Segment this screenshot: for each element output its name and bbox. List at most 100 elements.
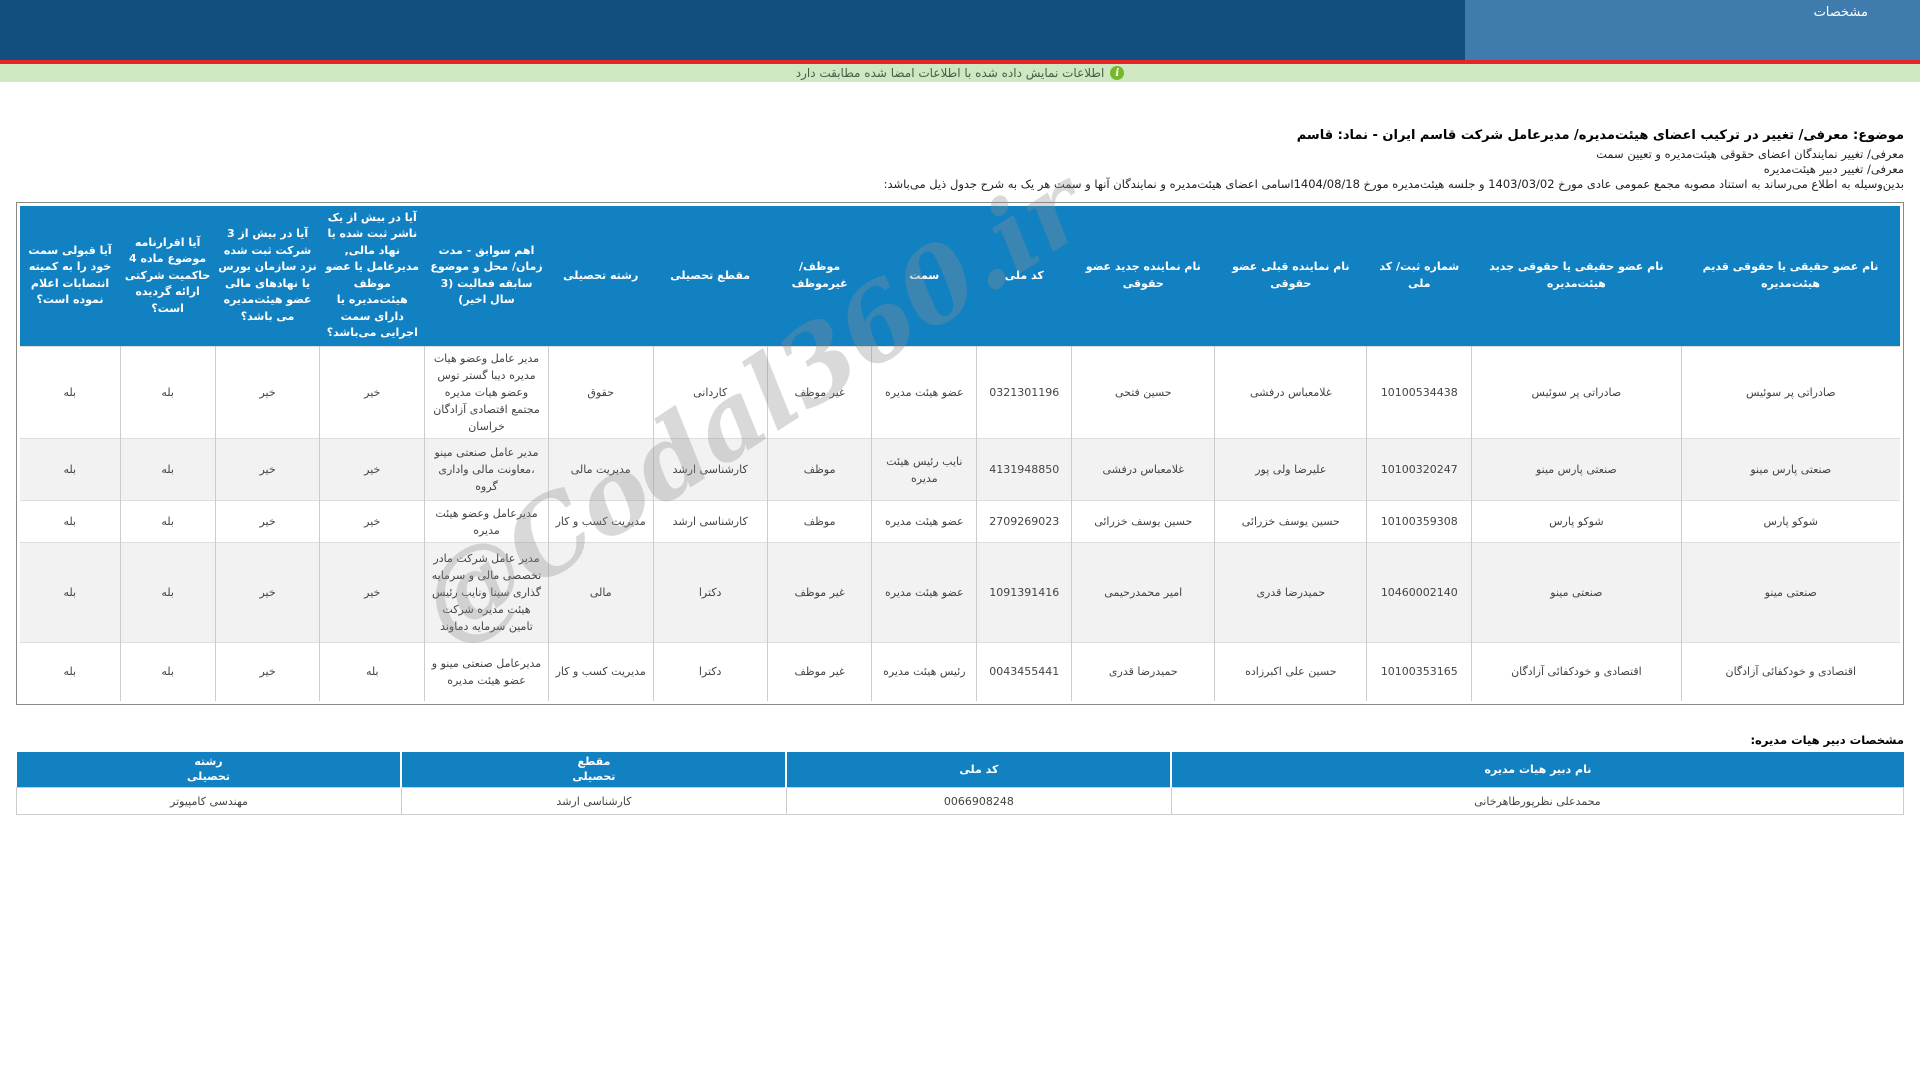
col-header-old-member: نام عضو حقیقی یا حقوقی قدیم هیئت‌مدیره [1681, 205, 1900, 347]
cell-field: مدیریت مالی [547, 438, 654, 501]
cell-field: مالی [547, 542, 654, 643]
col-header-position: سمت [871, 205, 977, 347]
table-row: صنعتی مینو صنعتی مینو 10460002140 حمیدرض… [20, 542, 1900, 643]
col-header-field: رشته تحصیلی [548, 205, 654, 347]
cell-new-member: صادراتی پر سوئیس [1471, 345, 1682, 439]
col-header-new-representative: نام نماینده جدید عضو حقوقی [1071, 205, 1215, 347]
cell-position: عضو هیئت مدیره [871, 345, 977, 439]
signature-match-notice: i اطلاعات نمایش داده شده با اطلاعات امضا… [0, 64, 1920, 82]
cell-executive-status: موظف [766, 438, 872, 501]
cell-acceptance: بله [20, 642, 121, 701]
cell-background: مدیرعامل وعضو هیئت مدیره [424, 500, 549, 543]
col-header-national-id: کد ملی [976, 205, 1072, 347]
col-header-acceptance: آیا قبولی سمت خود را به کمیته انتصابات ا… [20, 205, 121, 347]
cell-prev-representative: حسین یوسف خزرائی [1214, 500, 1367, 543]
table-row: محمدعلی نظرپورطاهرخانی 0066908248 کارشنا… [16, 787, 1905, 816]
col-header-secretary-field: رشته تحصیلی [16, 751, 402, 788]
cell-affidavit: بله [119, 438, 216, 501]
table-row: شوکو پارس شوکو پارس 10100359308 حسین یوس… [20, 500, 1900, 543]
board-members-table: نام عضو حقیقی یا حقوقی قدیم هیئت‌مدیره ن… [20, 205, 1900, 701]
table-row: اقتصادی و خودکفائی آزادگان اقتصادی و خود… [20, 642, 1900, 701]
cell-acceptance: بله [20, 438, 121, 501]
cell-background: مدیر عامل صنعتی مینو ،معاونت مالی واداری… [424, 438, 549, 501]
cell-national-id: 2709269023 [976, 500, 1072, 543]
secretary-table: نام دبیر هیات مدیره کد ملی مقطع تحصیلی ر… [16, 751, 1905, 816]
cell-secretary-name: محمدعلی نظرپورطاهرخانی [1170, 787, 1905, 816]
col-header-reg-number: شماره ثبت/ کد ملی [1366, 205, 1472, 347]
cell-prev-representative: حمیدرضا قدری [1214, 542, 1367, 643]
red-divider [0, 60, 1920, 64]
col-header-affidavit: آیا اقرارنامه موضوع ماده 4 حاکمیت شرکتی … [120, 205, 216, 347]
cell-multi-issuer: بله [319, 642, 425, 701]
cell-field: مدیریت کسب و کار [547, 500, 654, 543]
col-header-background: اهم سوابق - مدت زمان/ محل و موضوع سابقه … [424, 205, 549, 347]
cell-national-id: 1091391416 [976, 542, 1072, 643]
cell-position: نایب رئیس هیئت مدیره [871, 438, 977, 501]
cell-acceptance: بله [20, 542, 121, 643]
cell-national-id: 0321301196 [976, 345, 1072, 439]
cell-prev-representative: حسین علی اکبرزاده [1214, 642, 1367, 701]
cell-old-member: صادراتی پر سوئیس [1680, 345, 1900, 439]
board-table-header-row: نام عضو حقیقی یا حقوقی قدیم هیئت‌مدیره ن… [20, 205, 1900, 347]
cell-new-member: صنعتی پارس مینو [1471, 438, 1682, 501]
cell-three-companies: خیر [214, 500, 320, 543]
col-header-executive-status: موظف/ غیرموظف [767, 205, 872, 347]
cell-new-representative: امیر محمدرحیمی [1071, 542, 1215, 643]
table-row: صنعتی پارس مینو صنعتی پارس مینو 10100320… [20, 438, 1900, 501]
intro-line-4: بدین‌وسیله به اطلاع می‌رساند به استناد م… [883, 176, 1904, 191]
cell-reg-number: 10100320247 [1366, 438, 1472, 501]
cell-new-member: شوکو پارس [1471, 500, 1682, 543]
cell-multi-issuer: خیر [319, 542, 425, 643]
cell-background: مدیر عامل وعضو هیات مدیره دیبا گستر توس … [424, 345, 549, 439]
cell-position: عضو هیئت مدیره [871, 500, 977, 543]
intro-block: موضوع: معرفی/ تغییر در ترکیب اعضای هیئت‌… [16, 128, 1904, 192]
tab-specifications[interactable]: مشخصات [1465, 0, 1920, 60]
subject-line: موضوع: معرفی/ تغییر در ترکیب اعضای هیئت‌… [1296, 128, 1904, 143]
col-header-secretary-national-id: کد ملی [785, 751, 1172, 788]
cell-secretary-field: مهندسی کامپیوتر [16, 787, 402, 816]
cell-new-member: اقتصادی و خودکفائی آزادگان [1471, 642, 1682, 701]
cell-field: مدیریت کسب و کار [547, 642, 654, 701]
secretary-table-header-row: نام دبیر هیات مدیره کد ملی مقطع تحصیلی ر… [16, 751, 1904, 788]
cell-reg-number: 10100353165 [1366, 642, 1472, 701]
cell-prev-representative: علیرضا ولی پور [1214, 438, 1367, 501]
cell-prev-representative: غلامعباس درفشی [1214, 345, 1367, 439]
cell-reg-number: 10100534438 [1366, 345, 1472, 439]
cell-affidavit: بله [119, 345, 216, 439]
cell-old-member: صنعتی پارس مینو [1680, 438, 1900, 501]
cell-executive-status: غیر موظف [766, 642, 872, 701]
cell-degree: دکترا [652, 642, 768, 701]
cell-background: مدیر عامل شرکت مادر تخصصی مالی و سرمایه … [424, 542, 549, 643]
cell-position: عضو هیئت مدیره [871, 542, 977, 643]
cell-acceptance: بله [20, 500, 121, 543]
cell-new-representative: حمیدرضا قدری [1071, 642, 1215, 701]
col-header-multi-issuer: آیا در بیش از یک ناشر ثبت شده یا نهاد ما… [319, 205, 425, 347]
table-row: صادراتی پر سوئیس صادراتی پر سوئیس 101005… [20, 345, 1900, 439]
col-header-prev-representative: نام نماینده قبلی عضو حقوقی [1214, 205, 1367, 347]
cell-new-representative: غلامعباس درفشی [1071, 438, 1215, 501]
cell-reg-number: 10460002140 [1366, 542, 1472, 643]
cell-position: رئیس هیئت مدیره [871, 642, 977, 701]
cell-field: حقوق [547, 345, 654, 439]
cell-secretary-degree: کارشناسی ارشد [400, 787, 787, 816]
cell-three-companies: خیر [214, 642, 320, 701]
cell-affidavit: بله [119, 542, 216, 643]
col-header-three-companies: آیا در بیش از 3 شرکت ثبت شده نزد سازمان … [215, 205, 320, 347]
cell-three-companies: خیر [214, 438, 320, 501]
cell-new-representative: حسین فتحی [1071, 345, 1215, 439]
intro-line-3: معرفی/ تغییر دبیر هیئت‌مدیره [1763, 161, 1904, 176]
cell-affidavit: بله [119, 500, 216, 543]
cell-degree: کارشناسی ارشد [652, 500, 768, 543]
cell-executive-status: موظف [766, 500, 872, 543]
intro-line-2: معرفی/ تغییر نمایندگان اعضای حقوقی هیئت‌… [1596, 147, 1904, 161]
cell-old-member: صنعتی مینو [1680, 542, 1900, 643]
cell-multi-issuer: خیر [319, 438, 425, 501]
info-icon: i [1110, 66, 1125, 80]
cell-three-companies: خیر [214, 345, 320, 439]
cell-reg-number: 10100359308 [1366, 500, 1472, 543]
cell-new-member: صنعتی مینو [1471, 542, 1682, 643]
secretary-section-label: مشخصات دبیر هیات مدیره: [1750, 732, 1904, 747]
cell-multi-issuer: خیر [319, 345, 425, 439]
col-header-new-member: نام عضو حقیقی یا حقوقی جدید هیئت‌مدیره [1471, 205, 1682, 347]
